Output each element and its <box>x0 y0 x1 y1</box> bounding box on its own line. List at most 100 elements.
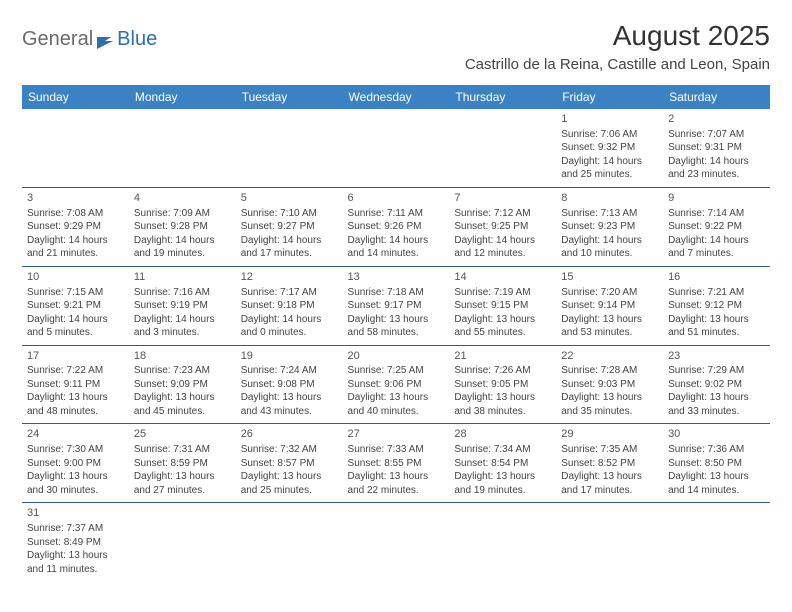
day-number: 14 <box>454 270 551 285</box>
calendar-cell: 31Sunrise: 7:37 AMSunset: 8:49 PMDayligh… <box>22 503 129 581</box>
day-header: Tuesday <box>236 85 343 109</box>
day-number: 29 <box>561 427 658 442</box>
calendar-cell: 19Sunrise: 7:24 AMSunset: 9:08 PMDayligh… <box>236 345 343 424</box>
daylight-text: Daylight: 13 hours <box>561 391 658 405</box>
day-number: 2 <box>668 112 765 127</box>
sunrise-text: Sunrise: 7:21 AM <box>668 286 765 300</box>
day-header: Thursday <box>449 85 556 109</box>
daylight-text: Daylight: 13 hours <box>27 470 124 484</box>
calendar-cell: 9Sunrise: 7:14 AMSunset: 9:22 PMDaylight… <box>663 187 770 266</box>
daylight-text: and 17 minutes. <box>561 484 658 498</box>
calendar-cell: 3Sunrise: 7:08 AMSunset: 9:29 PMDaylight… <box>22 187 129 266</box>
daylight-text: and 19 minutes. <box>454 484 551 498</box>
calendar-table: SundayMondayTuesdayWednesdayThursdayFrid… <box>22 85 770 581</box>
calendar-cell: 22Sunrise: 7:28 AMSunset: 9:03 PMDayligh… <box>556 345 663 424</box>
day-number: 17 <box>27 349 124 364</box>
daylight-text: and 48 minutes. <box>27 405 124 419</box>
day-number: 10 <box>27 270 124 285</box>
sunset-text: Sunset: 9:26 PM <box>348 220 445 234</box>
sunrise-text: Sunrise: 7:31 AM <box>134 443 231 457</box>
day-number: 25 <box>134 427 231 442</box>
daylight-text: Daylight: 13 hours <box>241 391 338 405</box>
calendar-cell-empty <box>236 109 343 187</box>
sunrise-text: Sunrise: 7:13 AM <box>561 207 658 221</box>
daylight-text: and 45 minutes. <box>134 405 231 419</box>
day-number: 16 <box>668 270 765 285</box>
sunset-text: Sunset: 9:02 PM <box>668 378 765 392</box>
daylight-text: Daylight: 13 hours <box>134 470 231 484</box>
sunset-text: Sunset: 9:12 PM <box>668 299 765 313</box>
calendar-cell: 27Sunrise: 7:33 AMSunset: 8:55 PMDayligh… <box>343 424 450 503</box>
day-number: 5 <box>241 191 338 206</box>
day-header: Wednesday <box>343 85 450 109</box>
calendar-cell-empty <box>449 503 556 581</box>
calendar-cell-empty <box>343 503 450 581</box>
sunset-text: Sunset: 9:29 PM <box>27 220 124 234</box>
sunrise-text: Sunrise: 7:09 AM <box>134 207 231 221</box>
daylight-text: and 22 minutes. <box>348 484 445 498</box>
daylight-text: Daylight: 13 hours <box>668 313 765 327</box>
daylight-text: and 10 minutes. <box>561 247 658 261</box>
day-number: 13 <box>348 270 445 285</box>
sunrise-text: Sunrise: 7:29 AM <box>668 364 765 378</box>
sunrise-text: Sunrise: 7:30 AM <box>27 443 124 457</box>
sunset-text: Sunset: 9:18 PM <box>241 299 338 313</box>
sunset-text: Sunset: 8:59 PM <box>134 457 231 471</box>
daylight-text: Daylight: 14 hours <box>348 234 445 248</box>
daylight-text: Daylight: 14 hours <box>668 234 765 248</box>
day-number: 18 <box>134 349 231 364</box>
sunrise-text: Sunrise: 7:26 AM <box>454 364 551 378</box>
day-number: 8 <box>561 191 658 206</box>
logo-text-blue: Blue <box>117 28 157 51</box>
sunset-text: Sunset: 9:17 PM <box>348 299 445 313</box>
day-number: 24 <box>27 427 124 442</box>
daylight-text: and 38 minutes. <box>454 405 551 419</box>
sunset-text: Sunset: 9:25 PM <box>454 220 551 234</box>
calendar-cell: 15Sunrise: 7:20 AMSunset: 9:14 PMDayligh… <box>556 266 663 345</box>
day-number: 6 <box>348 191 445 206</box>
daylight-text: and 35 minutes. <box>561 405 658 419</box>
daylight-text: Daylight: 13 hours <box>348 391 445 405</box>
calendar-cell-empty <box>129 503 236 581</box>
calendar-cell: 17Sunrise: 7:22 AMSunset: 9:11 PMDayligh… <box>22 345 129 424</box>
calendar-cell: 1Sunrise: 7:06 AMSunset: 9:32 PMDaylight… <box>556 109 663 187</box>
day-number: 15 <box>561 270 658 285</box>
day-header: Monday <box>129 85 236 109</box>
sunrise-text: Sunrise: 7:07 AM <box>668 128 765 142</box>
daylight-text: Daylight: 14 hours <box>241 313 338 327</box>
sunset-text: Sunset: 9:14 PM <box>561 299 658 313</box>
daylight-text: Daylight: 13 hours <box>668 470 765 484</box>
daylight-text: Daylight: 13 hours <box>561 313 658 327</box>
day-number: 11 <box>134 270 231 285</box>
daylight-text: Daylight: 13 hours <box>454 470 551 484</box>
day-number: 23 <box>668 349 765 364</box>
sunrise-text: Sunrise: 7:06 AM <box>561 128 658 142</box>
day-number: 22 <box>561 349 658 364</box>
calendar-cell: 21Sunrise: 7:26 AMSunset: 9:05 PMDayligh… <box>449 345 556 424</box>
calendar-row: 24Sunrise: 7:30 AMSunset: 9:00 PMDayligh… <box>22 424 770 503</box>
sunrise-text: Sunrise: 7:34 AM <box>454 443 551 457</box>
calendar-cell: 28Sunrise: 7:34 AMSunset: 8:54 PMDayligh… <box>449 424 556 503</box>
calendar-cell: 10Sunrise: 7:15 AMSunset: 9:21 PMDayligh… <box>22 266 129 345</box>
sunrise-text: Sunrise: 7:18 AM <box>348 286 445 300</box>
calendar-cell: 29Sunrise: 7:35 AMSunset: 8:52 PMDayligh… <box>556 424 663 503</box>
day-number: 7 <box>454 191 551 206</box>
daylight-text: and 25 minutes. <box>241 484 338 498</box>
daylight-text: and 12 minutes. <box>454 247 551 261</box>
daylight-text: and 25 minutes. <box>561 168 658 182</box>
day-header: Saturday <box>663 85 770 109</box>
flag-icon <box>97 33 115 47</box>
calendar-cell: 24Sunrise: 7:30 AMSunset: 9:00 PMDayligh… <box>22 424 129 503</box>
daylight-text: and 33 minutes. <box>668 405 765 419</box>
sunrise-text: Sunrise: 7:28 AM <box>561 364 658 378</box>
calendar-cell: 7Sunrise: 7:12 AMSunset: 9:25 PMDaylight… <box>449 187 556 266</box>
calendar-row: 17Sunrise: 7:22 AMSunset: 9:11 PMDayligh… <box>22 345 770 424</box>
sunset-text: Sunset: 9:22 PM <box>668 220 765 234</box>
logo-text-general: General <box>22 28 93 51</box>
sunrise-text: Sunrise: 7:10 AM <box>241 207 338 221</box>
day-number: 21 <box>454 349 551 364</box>
sunrise-text: Sunrise: 7:35 AM <box>561 443 658 457</box>
header: GeneralBlue August 2025 Castrillo de la … <box>22 20 770 73</box>
sunrise-text: Sunrise: 7:23 AM <box>134 364 231 378</box>
calendar-cell: 20Sunrise: 7:25 AMSunset: 9:06 PMDayligh… <box>343 345 450 424</box>
